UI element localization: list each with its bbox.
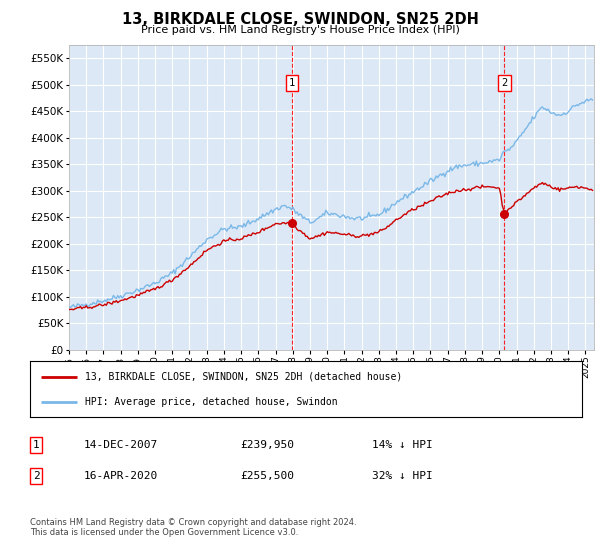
Text: Contains HM Land Registry data © Crown copyright and database right 2024.
This d: Contains HM Land Registry data © Crown c…: [30, 518, 356, 538]
Text: 1: 1: [32, 440, 40, 450]
Text: 32% ↓ HPI: 32% ↓ HPI: [372, 471, 433, 481]
Text: 14% ↓ HPI: 14% ↓ HPI: [372, 440, 433, 450]
Text: HPI: Average price, detached house, Swindon: HPI: Average price, detached house, Swin…: [85, 396, 338, 407]
Text: £255,500: £255,500: [240, 471, 294, 481]
Text: 2: 2: [32, 471, 40, 481]
Text: 14-DEC-2007: 14-DEC-2007: [84, 440, 158, 450]
Text: £239,950: £239,950: [240, 440, 294, 450]
Text: 13, BIRKDALE CLOSE, SWINDON, SN25 2DH (detached house): 13, BIRKDALE CLOSE, SWINDON, SN25 2DH (d…: [85, 372, 403, 382]
Text: 16-APR-2020: 16-APR-2020: [84, 471, 158, 481]
Text: 1: 1: [289, 78, 295, 88]
Text: 2: 2: [501, 78, 508, 88]
Text: 13, BIRKDALE CLOSE, SWINDON, SN25 2DH: 13, BIRKDALE CLOSE, SWINDON, SN25 2DH: [122, 12, 478, 27]
Text: Price paid vs. HM Land Registry's House Price Index (HPI): Price paid vs. HM Land Registry's House …: [140, 25, 460, 35]
